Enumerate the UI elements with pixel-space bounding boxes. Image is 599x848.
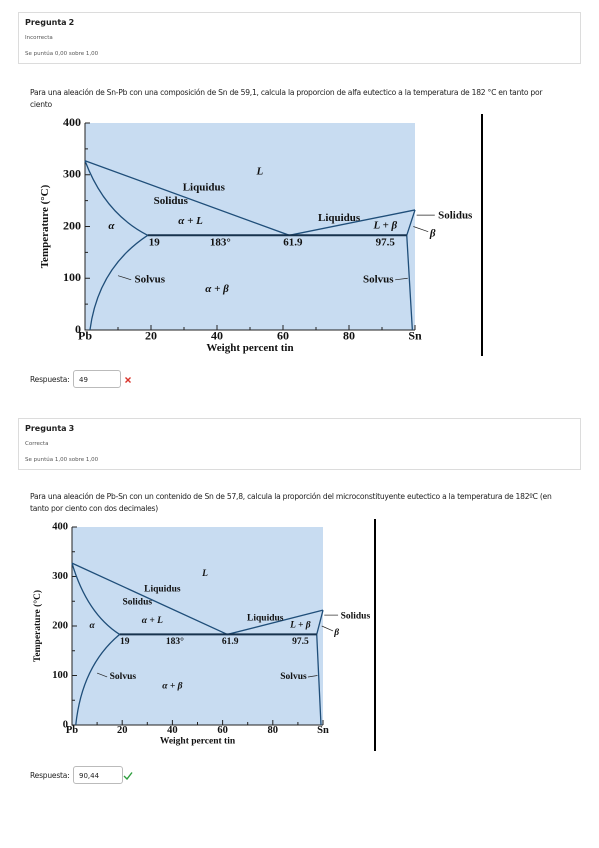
correct-icon [123, 772, 133, 780]
x-axis-title: Weight percent tin [160, 736, 236, 746]
phase-boundary [89, 234, 149, 331]
plot-background [85, 123, 415, 330]
title: Pregunta [25, 424, 67, 433]
phase-diagram: 0 100 200 300 400 Pb 20 40 60 80 Sn Temperature (°C… [39, 114, 483, 356]
incorrect-icon [125, 377, 131, 383]
leader-line [321, 625, 334, 632]
question-text: Para una aleación de Pb-Sn con un conten… [30, 492, 552, 513]
region-label: Liquidus [247, 613, 284, 623]
region-label: Solidus [154, 195, 189, 207]
region-label: L [201, 569, 208, 579]
region-label: α + L [178, 215, 203, 227]
region-label: 183° [166, 636, 184, 647]
status: Correcta [25, 441, 49, 447]
region-label: L + β [289, 621, 311, 631]
leader-line [96, 672, 108, 678]
region-label: 61.9 [283, 237, 303, 249]
leader-line [395, 277, 408, 281]
y-tick-label: 100 [52, 670, 68, 681]
question-text: Para una aleación de Sn-Pb con una compo… [30, 88, 543, 109]
region-label: Solidus [122, 597, 152, 607]
y-tick-label: 0 [63, 719, 68, 730]
region-label: Liquidus [318, 212, 361, 224]
y-axis-title: Temperature (°C) [32, 590, 43, 662]
question-title: Pregunta 3 [25, 424, 74, 433]
leader-line [117, 275, 132, 281]
answer-label: Respuesta: [30, 375, 70, 384]
x-tick-label: 20 [117, 725, 128, 736]
region-label: α + β [162, 682, 182, 692]
region-label: Solidus [341, 611, 371, 621]
status: Incorrecta [25, 35, 53, 41]
region-label: 19 [120, 637, 130, 647]
region-label: α + L [142, 616, 163, 626]
phase-diagram: 0 100 200 300 400 Pb 20 40 60 80 Sn Temperature (°C… [32, 519, 376, 751]
y-tick-label: 200 [52, 620, 68, 631]
y-tick-label: 300 [63, 167, 81, 181]
x-tick-label: 20 [145, 328, 157, 342]
grade: Se puntúa 1,00 sobre 1,00 [25, 457, 99, 463]
x-tick-label: Pb [78, 328, 92, 342]
region-label: β [429, 227, 436, 239]
y-tick-label: 100 [63, 270, 81, 284]
phase-boundary [84, 160, 148, 236]
answer-input[interactable]: 49 [73, 370, 121, 388]
region-label: 97.5 [292, 637, 309, 647]
answer-label: Respuesta: [30, 771, 70, 780]
phase-boundary [75, 633, 121, 726]
region-label: Solvus [280, 672, 307, 682]
question-info: Pregunta 3 Correcta Se puntúa 1,00 sobre… [18, 418, 581, 470]
grade: Se puntúa 0,00 sobre 1,00 [25, 51, 99, 57]
y-tick-label: 200 [63, 218, 81, 232]
x-tick-label: 60 [277, 328, 289, 342]
x-axis-title: Weight percent tin [206, 342, 293, 354]
region-label: L [256, 166, 264, 178]
y-tick-label: 0 [75, 322, 81, 336]
y-axis-title: Temperature (°C) [39, 184, 51, 268]
plot-background [72, 527, 323, 725]
y-tick-label: 400 [63, 115, 81, 129]
region-label: L + β [372, 220, 397, 232]
x-tick-label: 80 [343, 328, 355, 342]
region-label: β [333, 628, 339, 638]
x-tick-label: Sn [408, 328, 422, 342]
region-label: Solvus [363, 273, 394, 285]
title: Pregunta [25, 18, 67, 27]
leader-line [413, 226, 429, 233]
region-label: 183° [210, 237, 231, 249]
x-tick-label: 40 [167, 725, 178, 736]
region-label: 61.9 [222, 637, 239, 647]
x-tick-label: Sn [317, 725, 329, 736]
question-info: Pregunta 2 Incorrecta Se puntúa 0,00 sob… [18, 12, 581, 64]
x-tick-label: 80 [268, 725, 279, 736]
number: 3 [68, 424, 75, 433]
x-tick-label: Pb [66, 725, 78, 736]
region-label: 97.5 [376, 237, 396, 249]
region-label: α [89, 621, 95, 631]
y-tick-label: 300 [52, 571, 68, 582]
leader-line [307, 675, 318, 678]
x-tick-label: 60 [217, 725, 228, 736]
region-label: α [108, 220, 115, 232]
number: 2 [68, 18, 75, 27]
region-label: α + β [205, 283, 229, 295]
region-label: Liquidus [144, 585, 181, 595]
region-label: Solvus [135, 273, 166, 285]
region-label: Solidus [438, 210, 473, 222]
region-label: 19 [149, 237, 161, 249]
region-label: Solvus [110, 672, 137, 682]
question-title: Pregunta 2 [25, 18, 74, 27]
y-tick-label: 400 [52, 521, 68, 532]
answer-input[interactable]: 90,44 [73, 766, 123, 784]
x-tick-label: 40 [211, 328, 223, 342]
phase-boundary [71, 562, 121, 635]
region-label: Liquidus [183, 182, 226, 194]
